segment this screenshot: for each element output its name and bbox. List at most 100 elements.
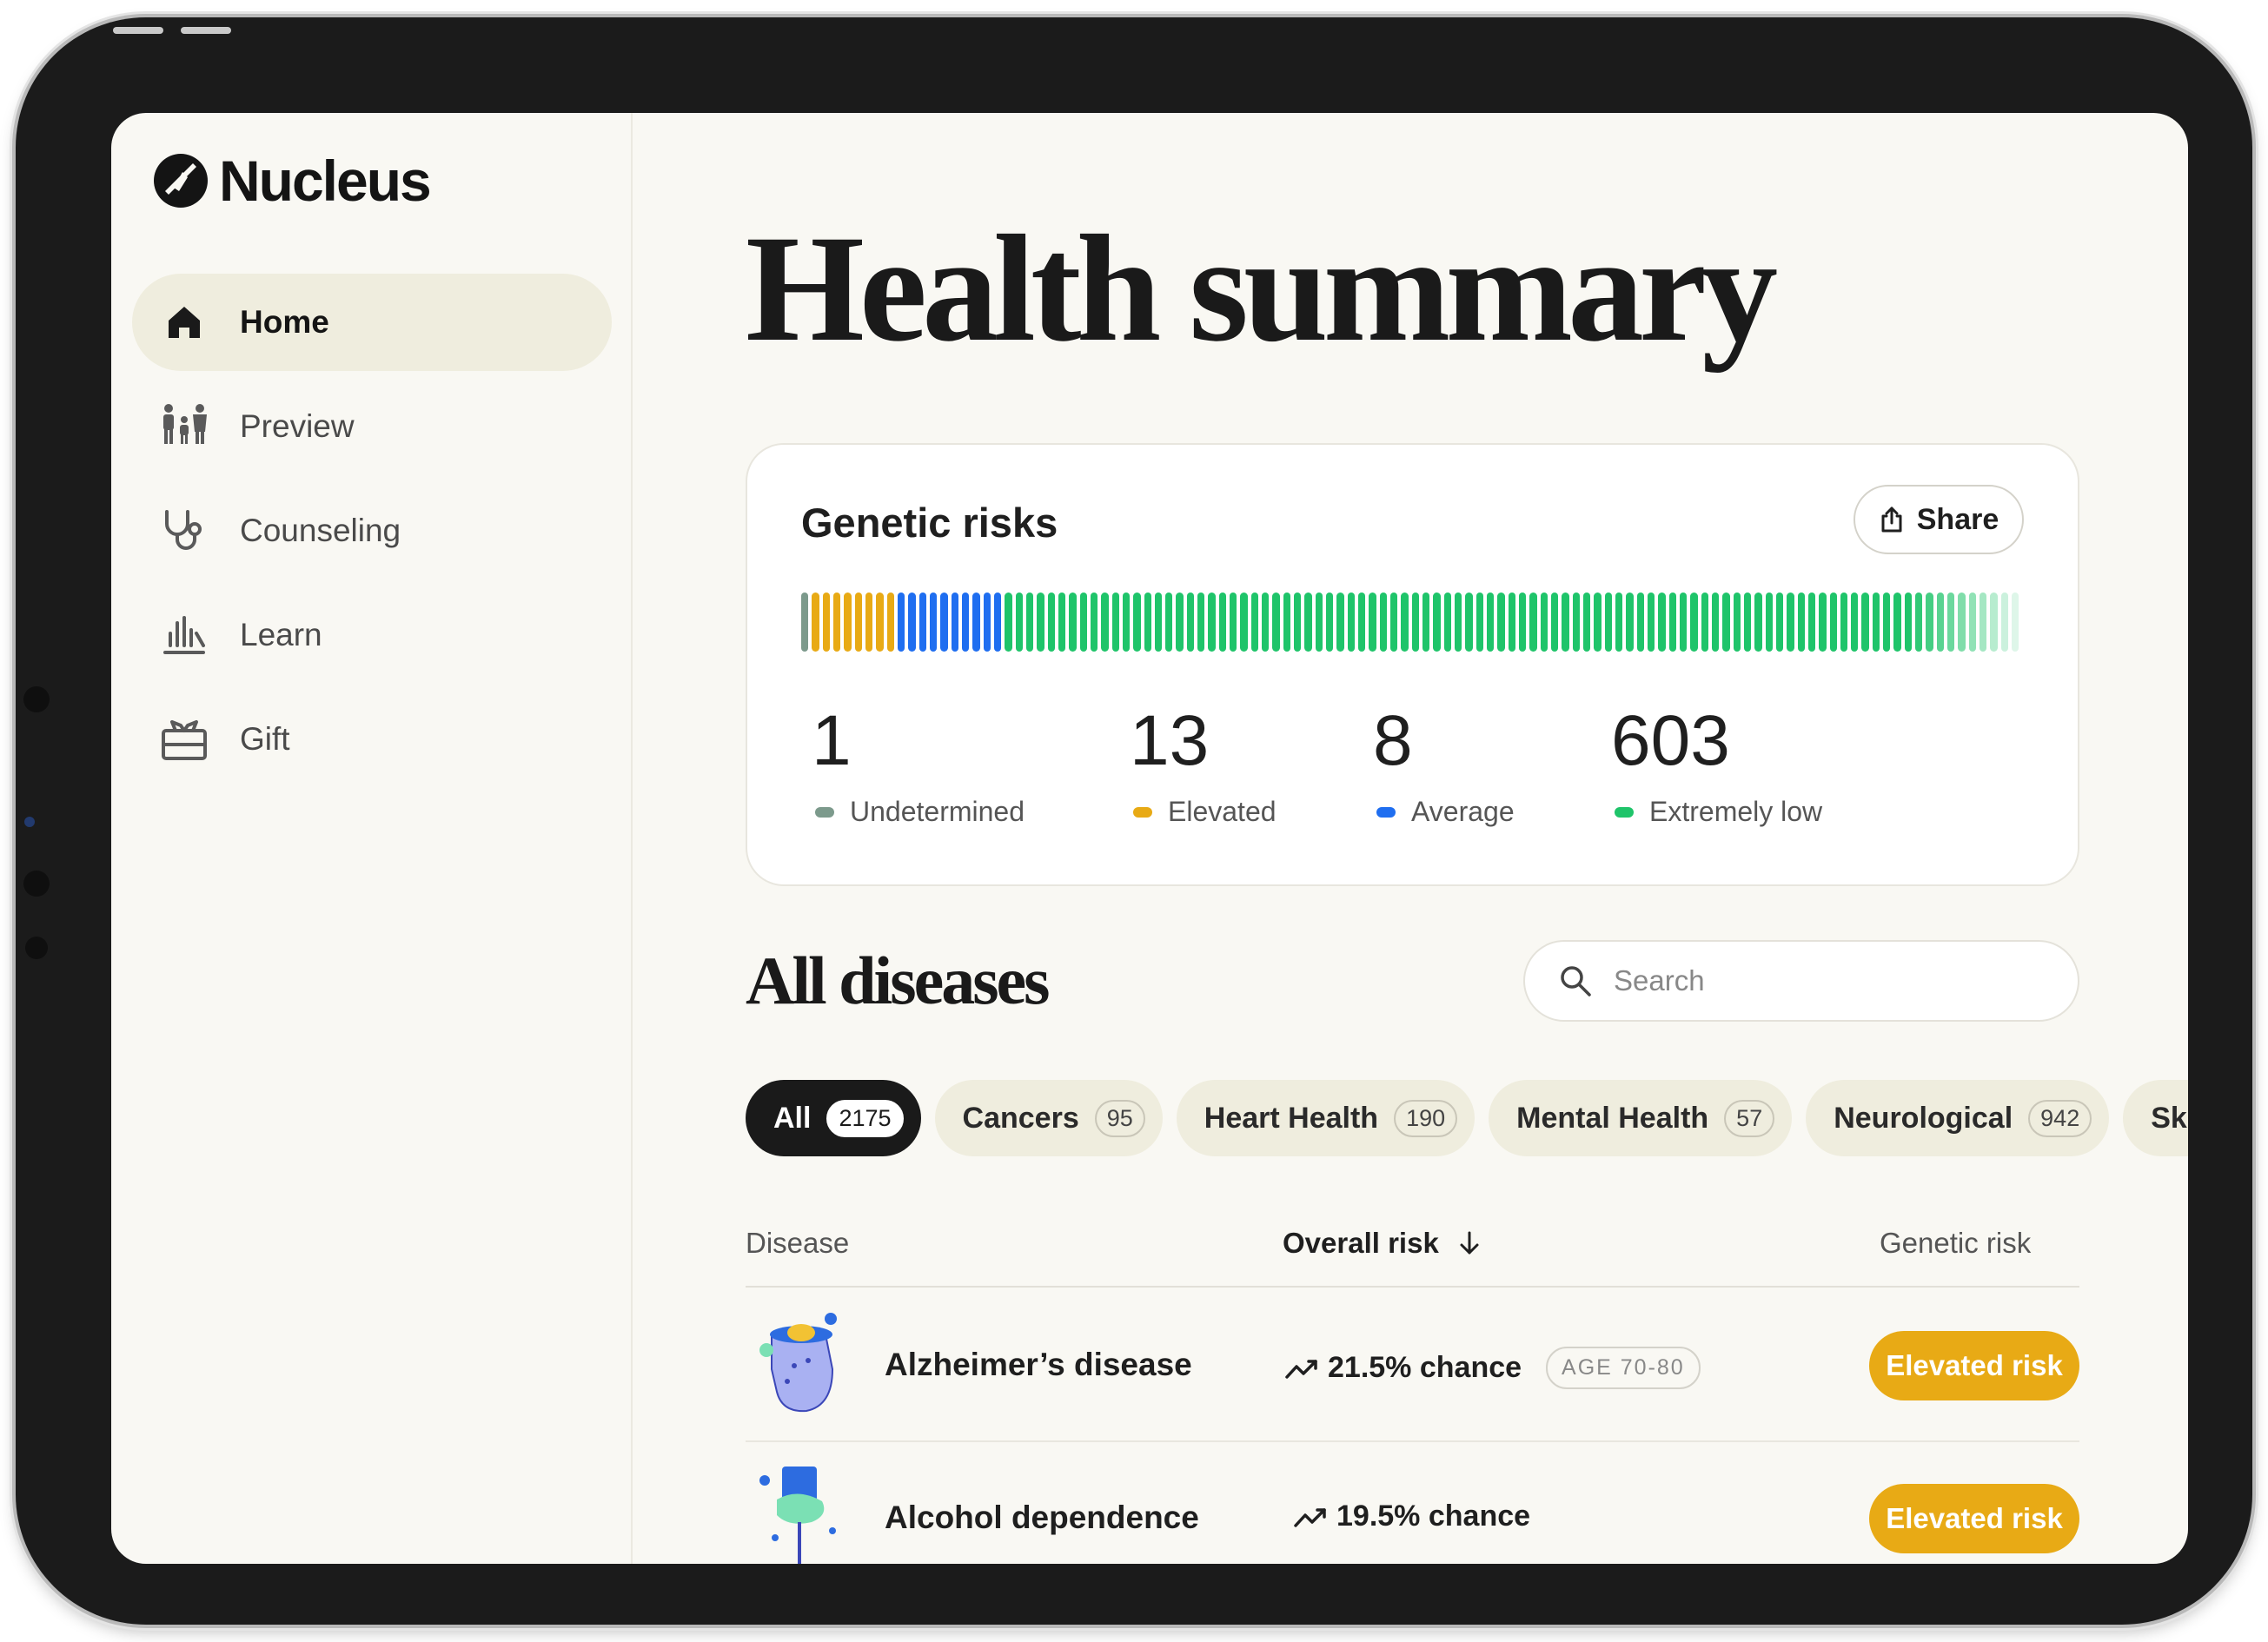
main-content: Health summary Genetic risks Share 1 Und… (746, 113, 2188, 1564)
overall-risk: 21.5% chance AGE 70-80 (1284, 1347, 1701, 1389)
risk-bar-segment (886, 593, 894, 652)
table-row[interactable]: Alzheimer’s disease 21.5% chance AGE 70-… (746, 1289, 2079, 1442)
risk-bar-segment (1101, 593, 1109, 652)
risk-bar-segment (1668, 593, 1676, 652)
risk-bar-segment (1990, 593, 1998, 652)
chip-count: 95 (1094, 1099, 1145, 1137)
sidebar-item-label: Gift (240, 721, 290, 757)
page-title: Health summary (746, 204, 1778, 374)
risk-bar-segment (1326, 593, 1334, 652)
trend-up-icon (1294, 1507, 1326, 1527)
risk-bar-segment (1636, 593, 1644, 652)
chip-heart-health[interactable]: Heart Health 190 (1176, 1080, 1476, 1156)
stat-extremely-low: 603 Extremely low (1601, 705, 1822, 828)
risk-bar-segment (854, 593, 862, 652)
column-genetic-risk: Genetic risk (1880, 1227, 2032, 1259)
trend-up-icon (1285, 1359, 1317, 1379)
risk-bar-segment (1626, 593, 1634, 652)
alcohol-glass-illustration-icon (759, 1467, 836, 1564)
risk-bar-segment (2012, 593, 2019, 652)
risk-bar-segment (1797, 593, 1805, 652)
family-icon (160, 402, 209, 451)
stat-label: Extremely low (1649, 796, 1823, 827)
share-icon (1881, 507, 1902, 533)
risk-bar-segment (897, 593, 905, 652)
risk-bar-segment (1904, 593, 1913, 652)
risk-bar-segment (1347, 593, 1356, 652)
chip-label: Neurological (1834, 1101, 2013, 1135)
chip-label: Skin & (2151, 1101, 2188, 1135)
genetic-risk-badge[interactable]: Elevated risk (1869, 1484, 2079, 1553)
sort-down-arrow-icon (1460, 1231, 1479, 1255)
risk-bar-segment (1122, 593, 1131, 652)
legend-dot (1615, 806, 1634, 818)
risk-bar-segment (1722, 593, 1730, 652)
risk-bar-segment (1154, 593, 1163, 652)
sidebar-item-gift[interactable]: Gift (132, 691, 612, 788)
risk-bar-segment (1197, 593, 1205, 652)
risk-bar-segment (1005, 593, 1012, 652)
brain-head-illustration-icon (759, 1313, 837, 1413)
risk-bar-segment (1926, 593, 1933, 652)
stat-elevated: 13 Elevated (1119, 705, 1277, 828)
tablet-frame: Nucleus Home (16, 17, 2252, 1625)
risk-bar-segment (812, 593, 819, 652)
risk-bar-segment (983, 593, 991, 652)
risk-bar-segment (1980, 593, 1987, 652)
risk-chance: 19.5% chance (1336, 1500, 1531, 1533)
genetic-risk-badge[interactable]: Elevated risk (1869, 1331, 2079, 1400)
camera-dot (25, 937, 48, 959)
legend-dot (1133, 806, 1152, 818)
risk-bar-segment (1775, 593, 1784, 652)
risk-bar-segment (1872, 593, 1880, 652)
risk-bar-segment (1111, 593, 1119, 652)
risk-bar-segment (1165, 593, 1173, 652)
risk-bar-segment (1090, 593, 1098, 652)
disease-name: Alcohol dependence (885, 1500, 1199, 1535)
risk-bar-segment (865, 593, 873, 652)
chip-all[interactable]: All 2175 (746, 1080, 921, 1156)
risk-bar-segment (1294, 593, 1302, 652)
risk-bar-segment (1476, 593, 1483, 652)
chip-count: 190 (1394, 1099, 1458, 1137)
risk-bar-segment (1711, 593, 1720, 652)
sidebar-item-learn[interactable]: Learn (132, 586, 612, 684)
sidebar-item-preview[interactable]: Preview (132, 378, 612, 475)
genetic-risks-card: Genetic risks Share 1 Undetermined 13 (746, 443, 2079, 886)
risk-bar-segment (1455, 593, 1462, 652)
risk-bar-segment (1133, 593, 1141, 652)
risk-bar-segment (1851, 593, 1859, 652)
column-overall-risk-sort[interactable]: Overall risk (1283, 1227, 1481, 1260)
brand-logo[interactable]: Nucleus (153, 148, 432, 214)
card-title: Genetic risks (801, 500, 1058, 546)
learn-chart-icon (160, 611, 209, 659)
risk-bar-segment (801, 593, 809, 652)
risk-bar-segment (1497, 593, 1505, 652)
sidebar-item-counseling[interactable]: Counseling (132, 482, 612, 579)
chip-mental-health[interactable]: Mental Health 57 (1489, 1080, 1793, 1156)
chip-neurological[interactable]: Neurological 942 (1806, 1080, 2110, 1156)
risk-bar-segment (1819, 593, 1827, 652)
app-screen: Nucleus Home (111, 113, 2188, 1564)
risk-bar-segment (972, 593, 980, 652)
sidebar-item-home[interactable]: Home (132, 274, 612, 371)
risk-bar-segment (1015, 593, 1023, 652)
table-row[interactable]: Alcohol dependence 19.5% chance Elevated… (746, 1442, 2079, 1564)
sidebar-item-label: Home (240, 304, 329, 340)
column-disease: Disease (746, 1227, 850, 1259)
chip-label: All (773, 1101, 812, 1135)
volume-button (181, 27, 231, 34)
chip-cancers[interactable]: Cancers 95 (934, 1080, 1163, 1156)
stat-value: 13 (1130, 701, 1210, 780)
risk-bar-segment (1540, 593, 1548, 652)
legend-dot (1376, 806, 1396, 818)
risk-bar-segment (1615, 593, 1623, 652)
search-input[interactable] (1614, 964, 2031, 997)
share-button[interactable]: Share (1854, 485, 2024, 554)
risk-bar-segment (951, 593, 958, 652)
chip-skin[interactable]: Skin & (2123, 1080, 2188, 1156)
risk-bar-segment (1947, 593, 1955, 652)
stat-average: 8 Average (1363, 705, 1515, 828)
risk-bar-segment (1390, 593, 1398, 652)
search-box[interactable] (1523, 940, 2079, 1022)
